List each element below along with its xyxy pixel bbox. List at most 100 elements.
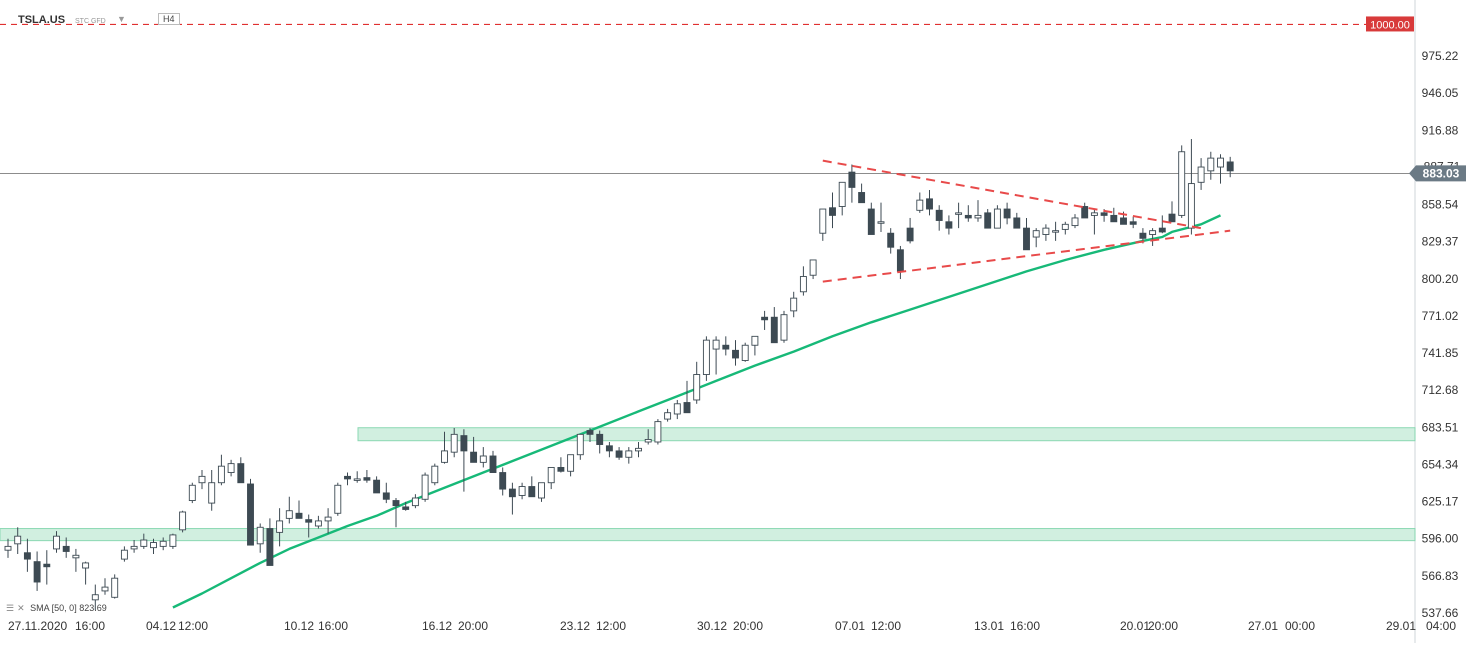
sma-layer [172,214,1222,609]
candle [479,447,487,468]
candle [1197,158,1205,190]
source-label: STC GFD [75,18,106,25]
candle-bull-body [741,344,749,361]
candle [101,578,109,595]
candle [1187,139,1195,235]
candle-bull-body [751,335,759,346]
candle [43,550,51,585]
candle-bear-body [344,475,351,480]
candle-bear-body [382,492,390,500]
candle [470,436,478,463]
candle-bull-body [780,314,788,341]
candle-bull-body [82,562,90,569]
candle-bear-body [1226,161,1234,172]
candle-bull-body [693,374,701,401]
candle [557,457,565,473]
candle [373,476,381,494]
candle-bull-body [256,526,264,545]
candle-bear-body [1081,206,1089,219]
candle-bull-body [673,403,681,415]
candle [974,200,982,222]
candle [547,466,555,490]
candle [1090,209,1098,235]
candle [208,469,216,511]
candle-bear-body [596,433,604,445]
candle-bear-body [528,486,536,498]
y-tick-label: 654.34 [1422,457,1459,471]
y-tick-label: 741.85 [1422,346,1459,360]
candle [1003,202,1011,225]
candle [741,342,749,362]
candle-bull-body [1090,212,1098,216]
candle [91,584,99,611]
candle-bear-body [984,212,992,229]
candle-bull-body [625,450,633,458]
chevron-down-icon[interactable]: ▼ [117,14,126,24]
x-tick-label: 29.01 [1386,619,1416,633]
list-icon[interactable]: ☰ [6,603,15,613]
candle [683,380,691,414]
timeframe-button[interactable]: H4 [158,13,180,25]
candle [702,336,710,381]
candle-bull-body [877,221,885,224]
candle [848,164,856,203]
candle-bear-body [373,479,381,494]
lower-trendline [822,229,1231,283]
close-icon[interactable]: ✕ [17,603,25,613]
candle [247,478,254,546]
y-tick-label: 566.83 [1422,569,1459,583]
candle-bull-body [101,586,109,592]
candle-bear-body [62,545,70,552]
candle-bull-body [159,540,167,547]
candle-bull-body [1052,230,1060,233]
candle-bull-body [538,482,545,499]
candle-bear-body [896,249,904,272]
candle [120,546,128,562]
candle-bull-body [314,520,322,527]
candle [14,527,22,555]
candle-bull-body [838,181,846,207]
x-tick-label: 04:00 [1426,619,1456,633]
x-tick-label: 27.01 [1248,619,1278,633]
candle-bull-body [1149,230,1157,235]
candle-bull-body [111,577,119,598]
candle [431,463,439,486]
candle [53,531,60,553]
candle-bear-body [722,344,730,350]
candle [1158,215,1166,234]
candle-bear-body [489,455,497,473]
candle [1061,221,1069,235]
y-tick-label: 946.05 [1422,86,1459,100]
candle-bull-body [790,297,798,312]
candle-bull-body [664,412,672,420]
candle [111,574,119,599]
candle-bull-body [1217,157,1224,168]
symbol-label[interactable]: TSLA.US [18,14,66,26]
candle [363,469,371,483]
x-tick-label: 20:00 [458,619,488,633]
candle [935,205,943,231]
x-tick-label: 16.12 [422,619,452,633]
candle-bull-body [1178,151,1186,216]
sma-label: SMA [30,603,50,613]
y-tick-label: 712.68 [1422,383,1459,397]
candle-bear-body [964,214,972,219]
candle [1168,201,1176,223]
candle-bull-body [14,535,22,545]
candle [790,291,798,318]
sma-legend[interactable]: ☰ ✕ SMA [50, 0] 823.69 [6,603,107,614]
x-tick-label: 04.12 [146,619,176,633]
candle [1178,145,1186,218]
candle [411,494,419,509]
candle-bull-body [576,433,584,456]
candle [33,551,41,591]
y-tick-label: 771.02 [1422,309,1459,323]
candle [964,205,972,222]
x-tick-label: 30.12 [697,619,727,633]
candle-bear-body [33,561,41,583]
candle-bear-body [499,472,507,490]
candle-bull-body [169,534,177,547]
candle [780,310,788,343]
candle-bull-body [450,433,458,453]
